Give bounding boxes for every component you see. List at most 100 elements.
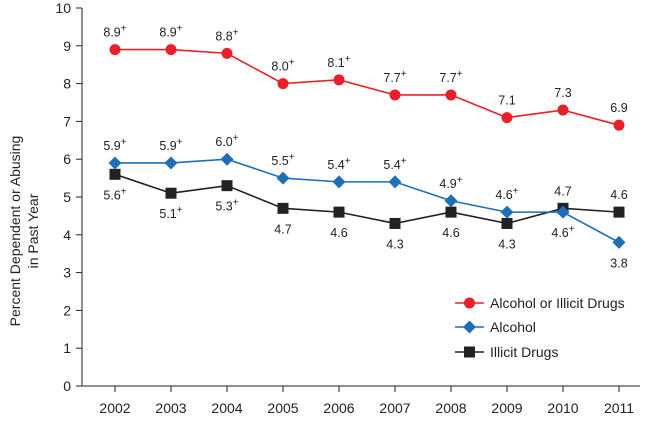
series-illicit-drugs <box>109 168 625 229</box>
data-label-alcohol-or-illicit-drugs: 8.8+ <box>215 27 238 43</box>
data-point-alcohol-or-illicit-drugs <box>333 74 345 86</box>
data-point-alcohol <box>332 175 346 189</box>
legend-item-alcohol: Alcohol <box>455 319 536 335</box>
series-layer <box>108 44 626 249</box>
y-tick-label: 5 <box>63 189 71 205</box>
y-tick-label: 4 <box>63 227 71 243</box>
data-label-alcohol-or-illicit-drugs: 7.3 <box>554 86 571 100</box>
x-axis-ticks: 2002 2003 2004 2005 2006 2007 2008 2009 2010 2011 <box>99 386 634 416</box>
data-point-alcohol-or-illicit-drugs <box>445 89 457 101</box>
data-label-alcohol-or-illicit-drugs: 8.0+ <box>271 58 294 74</box>
data-label-illicit-drugs: 4.3 <box>386 237 403 251</box>
series-line-alcohol-or-illicit-drugs <box>115 48 620 126</box>
data-point-illicit-drugs <box>613 206 625 218</box>
data-point-alcohol-or-illicit-drugs <box>221 47 233 59</box>
series-alcohol-or-illicit-drugs <box>109 44 625 131</box>
data-point-illicit-drugs <box>277 202 289 214</box>
data-point-illicit-drugs <box>389 217 401 229</box>
y-tick-label: 8 <box>63 76 71 92</box>
data-point-alcohol <box>500 205 514 219</box>
data-label-alcohol: 5.4+ <box>327 156 350 172</box>
legend-label-illicit-drugs: Illicit Drugs <box>490 344 558 360</box>
legend: Alcohol or Illicit Drugs Alcohol Illicit D… <box>455 295 625 360</box>
x-tick-label: 2002 <box>99 400 130 416</box>
data-label-alcohol-or-illicit-drugs: 7.1 <box>498 94 515 108</box>
data-label-alcohol: 5.5+ <box>271 152 294 168</box>
legend-label-alcohol-or-illicit-drugs: Alcohol or Illicit Drugs <box>490 295 625 311</box>
data-point-alcohol <box>556 205 570 219</box>
data-label-illicit-drugs: 5.6+ <box>103 186 126 202</box>
legend-item-illicit-drugs: Illicit Drugs <box>455 344 558 360</box>
y-tick-label: 10 <box>55 0 71 16</box>
data-label-illicit-drugs: 4.6 <box>610 188 627 202</box>
y-tick-label: 0 <box>63 378 71 394</box>
data-point-illicit-drugs <box>333 206 345 218</box>
series-line-illicit-drugs <box>114 173 620 225</box>
data-label-alcohol: 4.6+ <box>551 224 574 240</box>
y-axis-title-line-1: Percent Dependent or Abusing <box>7 136 23 327</box>
data-point-alcohol <box>164 156 178 170</box>
series-alcohol <box>108 152 626 249</box>
data-label-illicit-drugs: 4.7 <box>274 222 291 236</box>
data-label-alcohol-or-illicit-drugs: 8.9+ <box>103 24 126 40</box>
data-point-alcohol-or-illicit-drugs <box>501 112 513 124</box>
data-label-illicit-drugs: 4.6 <box>330 226 347 240</box>
data-label-alcohol: 4.9+ <box>439 175 462 191</box>
data-point-alcohol-or-illicit-drugs <box>389 89 401 101</box>
data-label-alcohol-or-illicit-drugs: 6.9 <box>610 101 627 115</box>
x-tick-label: 2009 <box>491 400 522 416</box>
x-tick-label: 2011 <box>604 400 634 416</box>
x-tick-label: 2005 <box>267 400 298 416</box>
data-point-illicit-drugs <box>445 206 457 218</box>
legend-item-alcohol-or-illicit-drugs: Alcohol or Illicit Drugs <box>455 295 625 311</box>
data-point-alcohol <box>220 152 234 166</box>
x-tick-label: 2007 <box>379 400 410 416</box>
x-tick-label: 2003 <box>155 400 186 416</box>
y-tick-label: 7 <box>63 113 71 129</box>
data-point-alcohol <box>444 194 458 208</box>
data-point-alcohol-or-illicit-drugs <box>109 44 121 56</box>
data-point-alcohol <box>612 235 626 249</box>
data-label-alcohol: 5.4+ <box>383 156 406 172</box>
y-tick-label: 9 <box>63 38 71 54</box>
legend-marker-illicit-drugs <box>464 346 475 358</box>
data-point-illicit-drugs <box>221 180 233 192</box>
data-point-alcohol <box>108 156 122 170</box>
data-label-alcohol: 6.0+ <box>215 133 238 149</box>
data-labels: 8.9+ 8.9+ 8.8+ 8.0+ 8.1+ 7.7+ 7.7+ 7.1 7.3 6.9 5.9… <box>103 24 627 271</box>
data-label-alcohol: 4.6+ <box>495 186 518 202</box>
data-label-alcohol-or-illicit-drugs: 7.7+ <box>439 69 462 85</box>
data-label-alcohol-or-illicit-drugs: 7.7+ <box>383 69 406 85</box>
data-label-alcohol-or-illicit-drugs: 8.1+ <box>327 54 350 70</box>
legend-label-alcohol: Alcohol <box>490 319 536 335</box>
data-label-illicit-drugs: 5.3+ <box>215 198 238 214</box>
x-tick-label: 2006 <box>323 400 354 416</box>
data-label-alcohol-or-illicit-drugs: 8.9+ <box>159 24 182 40</box>
data-point-alcohol <box>388 175 402 189</box>
x-tick-label: 2004 <box>211 400 242 416</box>
data-point-alcohol-or-illicit-drugs <box>613 119 625 131</box>
legend-marker-alcohol-or-illicit-drugs <box>464 297 475 309</box>
data-point-illicit-drugs <box>109 168 121 180</box>
data-point-illicit-drugs <box>501 217 513 229</box>
data-label-illicit-drugs: 4.7 <box>554 184 571 198</box>
y-axis-ticks: 0 1 2 3 4 5 6 7 8 9 10 <box>55 0 82 394</box>
data-label-alcohol: 5.9+ <box>103 137 126 153</box>
data-point-alcohol-or-illicit-drugs <box>277 78 289 90</box>
y-axis-title: Percent Dependent or Abusing in Past Yea… <box>7 136 41 327</box>
data-point-alcohol-or-illicit-drugs <box>557 104 569 116</box>
y-axis-title-line-2: in Past Year <box>25 193 41 268</box>
data-label-illicit-drugs: 4.6 <box>442 226 459 240</box>
y-tick-label: 1 <box>63 340 71 356</box>
data-label-alcohol: 5.9+ <box>159 137 182 153</box>
data-point-alcohol-or-illicit-drugs <box>165 44 177 56</box>
data-label-alcohol: 3.8 <box>610 256 627 270</box>
y-tick-label: 3 <box>63 265 71 281</box>
x-tick-label: 2010 <box>547 400 578 416</box>
y-tick-label: 6 <box>63 151 71 167</box>
data-point-alcohol <box>276 171 290 185</box>
data-label-illicit-drugs: 5.1+ <box>159 205 182 221</box>
legend-marker-alcohol <box>463 320 476 334</box>
x-tick-label: 2008 <box>435 400 466 416</box>
